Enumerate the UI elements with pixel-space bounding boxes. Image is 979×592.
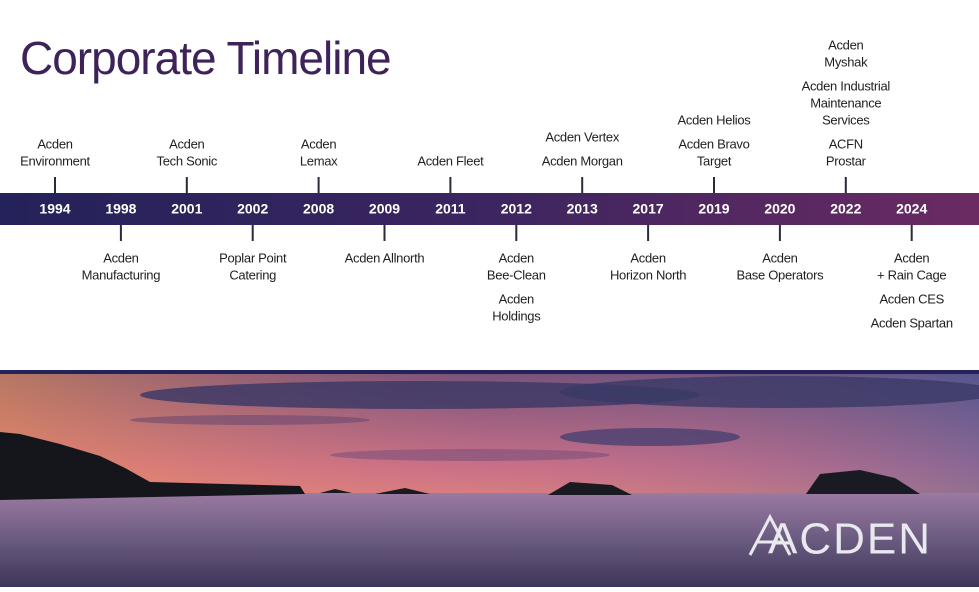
event-label: Acden <box>301 136 336 151</box>
event-label: Lemax <box>300 153 338 168</box>
year-label: 1998 <box>105 201 136 217</box>
event-label: Horizon North <box>610 267 686 282</box>
event-label: ACFN <box>829 136 863 151</box>
event-label: + Rain Cage <box>877 267 946 282</box>
photo: ACDEN <box>0 370 979 587</box>
year-label: 2002 <box>237 201 268 217</box>
year-label: 2012 <box>501 201 532 217</box>
event-label: Acden CES <box>879 291 944 306</box>
event-label: Acden Allnorth <box>345 250 425 265</box>
event-label: Acden <box>37 136 72 151</box>
event-label: Manufacturing <box>82 267 161 282</box>
event-label: Acden Bravo <box>678 136 749 151</box>
event-label: Acden Fleet <box>417 153 484 168</box>
year-label: 2009 <box>369 201 400 217</box>
event-label: Acden Spartan <box>871 315 953 330</box>
event-label: Maintenance <box>810 95 881 110</box>
event-label: Acden <box>828 37 863 52</box>
year-label: 2013 <box>567 201 598 217</box>
event-label: Prostar <box>826 153 867 168</box>
year-label: 2019 <box>698 201 729 217</box>
event-label: Poplar Point <box>219 250 287 265</box>
year-label: 2020 <box>764 201 795 217</box>
timeline-bar <box>0 193 979 225</box>
year-label: 2017 <box>633 201 664 217</box>
event-label: Target <box>697 153 732 168</box>
year-label: 1994 <box>39 201 70 217</box>
event-label: Acden Industrial <box>802 78 891 93</box>
event-label: Catering <box>229 267 276 282</box>
event-label: Acden <box>630 250 665 265</box>
event-label: Acden Morgan <box>542 153 623 168</box>
year-label: 2024 <box>896 201 927 217</box>
event-label: Acden Helios <box>678 112 752 127</box>
year-label: 2011 <box>435 201 466 217</box>
event-label: Services <box>822 112 870 127</box>
year-label: 2008 <box>303 201 334 217</box>
event-label: Holdings <box>492 308 541 323</box>
event-label: Myshak <box>824 54 868 69</box>
event-label: Tech Sonic <box>157 153 218 168</box>
event-label: Acden <box>499 291 534 306</box>
logo: ACDEN <box>768 515 932 564</box>
event-label: Acden <box>499 250 534 265</box>
event-label: Acden Vertex <box>545 129 620 144</box>
event-label: Bee-Clean <box>487 267 546 282</box>
year-label: 2001 <box>171 201 202 217</box>
event-label: Acden <box>103 250 138 265</box>
page-title: Corporate Timeline <box>20 32 391 84</box>
event-label: Acden <box>762 250 797 265</box>
year-label: 2022 <box>830 201 861 217</box>
event-label: Base Operators <box>736 267 824 282</box>
event-label: Acden <box>894 250 929 265</box>
event-label: Environment <box>20 153 90 168</box>
event-label: Acden <box>169 136 204 151</box>
